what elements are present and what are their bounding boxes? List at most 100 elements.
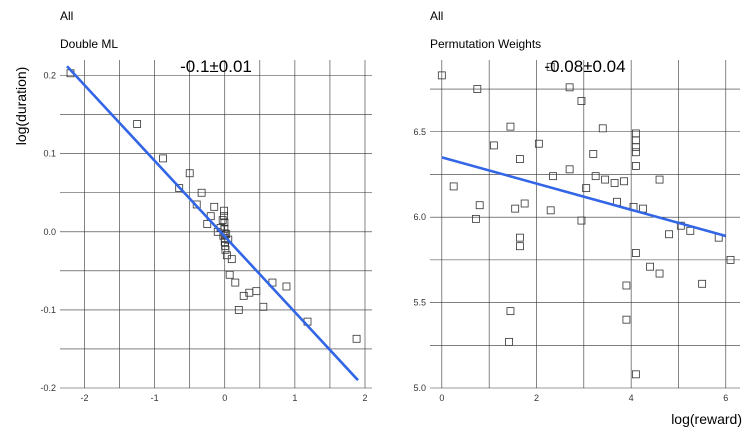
x-tick-label: 0	[222, 393, 227, 403]
data-point	[698, 279, 707, 288]
data-point	[631, 148, 640, 157]
tick-labels: 0 2 4 6 5.0 5.5 6.0 6.5	[413, 127, 728, 403]
fit-line	[66, 65, 359, 382]
data-point	[506, 122, 515, 131]
x-axis-label: log(reward)	[671, 411, 742, 427]
data-point	[210, 202, 219, 211]
tick-labels: -2 -1 0 1 2 -0.2 -0.1 0.0 0.1 0.2	[40, 71, 367, 403]
data-point	[516, 155, 524, 163]
data-point	[598, 124, 607, 133]
y-tick-label: 0.2	[43, 71, 56, 81]
facet-row-label: All	[430, 9, 443, 23]
data-point	[505, 337, 513, 346]
data-point	[222, 251, 231, 260]
data-point	[159, 154, 167, 163]
data-point	[475, 201, 484, 210]
fit-line	[441, 156, 727, 238]
estimate-annotation: -0.1±0.01	[180, 57, 252, 76]
data-point	[220, 212, 228, 221]
data-point	[631, 370, 640, 379]
data-point	[234, 306, 243, 314]
data-point	[133, 120, 142, 128]
data-point	[665, 230, 673, 239]
x-tick-label: 6	[723, 393, 728, 403]
data-point	[473, 85, 482, 93]
x-tick-label: 1	[292, 393, 297, 403]
data-point	[220, 224, 229, 233]
data-point	[631, 129, 640, 138]
data-point	[631, 143, 640, 152]
y-tick-label: -0.1	[40, 305, 56, 315]
data-point	[282, 282, 291, 291]
data-point	[437, 71, 446, 80]
panel-permutation-weights: All Permutation Weights 0 2 4 6 5.0 5.5 6.0 6.5…	[413, 9, 742, 427]
data-point	[511, 204, 520, 213]
data-point	[227, 255, 236, 264]
data-point	[203, 220, 212, 228]
data-point	[610, 179, 619, 187]
y-tick-label: 6.0	[413, 212, 426, 222]
data-point	[582, 184, 591, 193]
data-point	[259, 302, 268, 311]
data-point	[620, 177, 628, 186]
data-point	[220, 218, 229, 227]
y-axis-label: log(duration)	[13, 67, 29, 146]
data-point	[549, 172, 557, 181]
data-point	[622, 315, 631, 324]
y-tick-label: 0.1	[43, 149, 56, 159]
data-point	[565, 165, 574, 174]
x-tick-label: 2	[362, 393, 367, 403]
x-tick-label: 0	[439, 393, 444, 403]
data-points	[66, 69, 361, 343]
data-point	[601, 175, 610, 184]
y-tick-label: 0.0	[43, 227, 56, 237]
data-point	[218, 216, 227, 224]
data-point	[231, 278, 240, 287]
data-point	[622, 281, 631, 290]
data-point	[252, 287, 261, 296]
data-point	[577, 216, 586, 225]
data-point	[577, 97, 586, 105]
y-tick-label: 6.5	[413, 127, 426, 137]
data-point	[589, 150, 598, 158]
data-points	[437, 62, 735, 379]
data-point	[631, 136, 640, 145]
data-point	[631, 162, 640, 170]
data-point	[631, 249, 640, 257]
data-point	[224, 235, 233, 244]
data-point	[655, 175, 664, 184]
data-point	[489, 141, 498, 150]
gridlines	[60, 60, 372, 389]
estimate-annotation: -0.08±0.04	[544, 57, 625, 76]
data-point	[506, 307, 515, 316]
data-point	[220, 206, 228, 215]
data-point	[516, 233, 524, 242]
data-point	[655, 269, 664, 278]
data-point	[516, 242, 524, 251]
data-point	[221, 245, 230, 254]
x-tick-label: 2	[534, 393, 539, 403]
data-point	[520, 199, 529, 208]
data-point	[175, 184, 184, 192]
data-point	[197, 188, 206, 197]
data-point	[726, 255, 735, 264]
data-point	[646, 262, 654, 271]
facet-col-label: Double ML	[60, 37, 118, 51]
data-point	[449, 182, 458, 191]
y-tick-label: -0.2	[40, 383, 56, 393]
data-point	[686, 226, 695, 235]
data-point	[472, 214, 480, 223]
data-point	[185, 169, 194, 178]
y-tick-label: 5.0	[413, 383, 426, 393]
data-point	[565, 83, 574, 92]
facet-row-label: All	[60, 9, 73, 23]
data-point	[546, 206, 555, 215]
x-tick-label: 4	[629, 393, 634, 403]
x-tick-label: -1	[151, 393, 159, 403]
facet-col-label: Permutation Weights	[430, 37, 541, 51]
y-tick-label: 5.5	[413, 298, 426, 308]
data-point	[546, 62, 555, 71]
data-point	[225, 270, 234, 279]
x-tick-label: -2	[81, 393, 89, 403]
